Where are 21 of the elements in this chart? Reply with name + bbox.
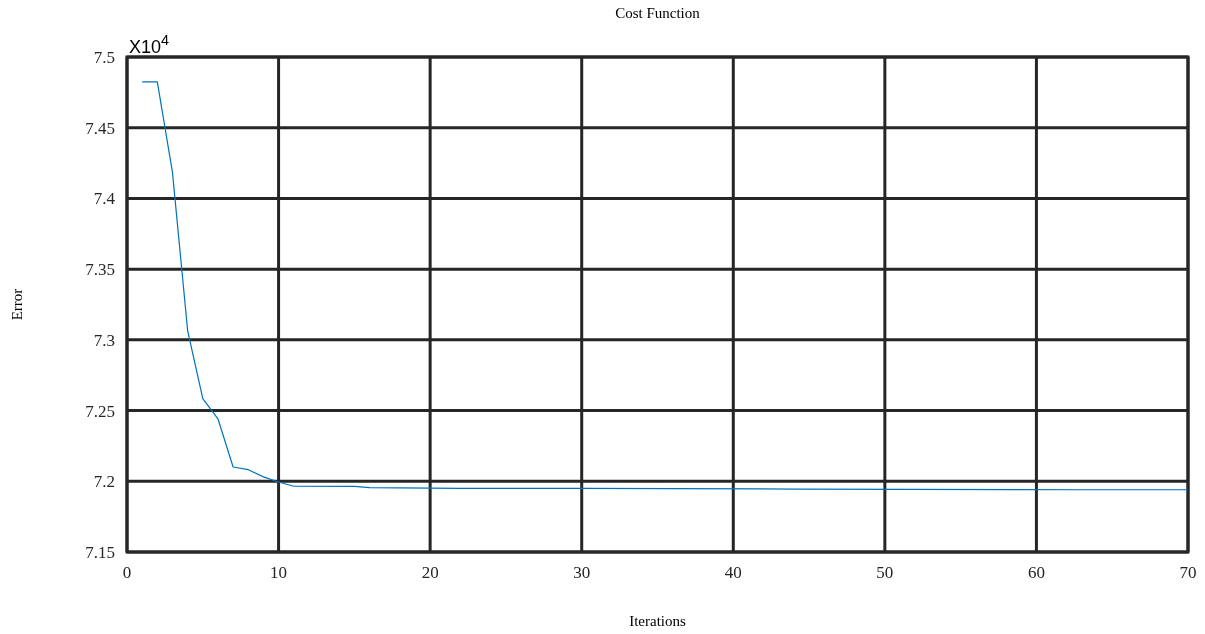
y-tick-label: 7.3 <box>93 330 115 350</box>
x-tick-label: 40 <box>724 563 742 582</box>
y-tick-label: 7.2 <box>93 472 115 492</box>
y-tick-label: 7.45 <box>85 118 115 138</box>
annotation: X10$^{4}$ <box>129 32 170 57</box>
x-tick-label: 10 <box>270 563 288 582</box>
y-tick-label: 7.25 <box>85 401 115 421</box>
x-tick-label: 60 <box>1027 563 1045 582</box>
x-tick-label: 50 <box>876 563 894 582</box>
y-tick-label: 7.5 <box>93 48 115 67</box>
x-tick-label: 20 <box>421 563 439 582</box>
line-series <box>141 81 1189 491</box>
y-axis-title: Error <box>9 288 25 321</box>
y-tick-label: 7.35 <box>85 260 115 280</box>
x-tick-label: 0 <box>122 563 132 582</box>
x-tick-label: 30 <box>573 563 591 582</box>
x-tick-label: 70 <box>1179 563 1197 582</box>
x-axis-title: Iterations <box>629 613 686 629</box>
y-tick-label: 7.15 <box>85 543 115 562</box>
chart-title: Cost Function <box>615 5 701 21</box>
y-tick-label: 7.4 <box>93 189 116 209</box>
